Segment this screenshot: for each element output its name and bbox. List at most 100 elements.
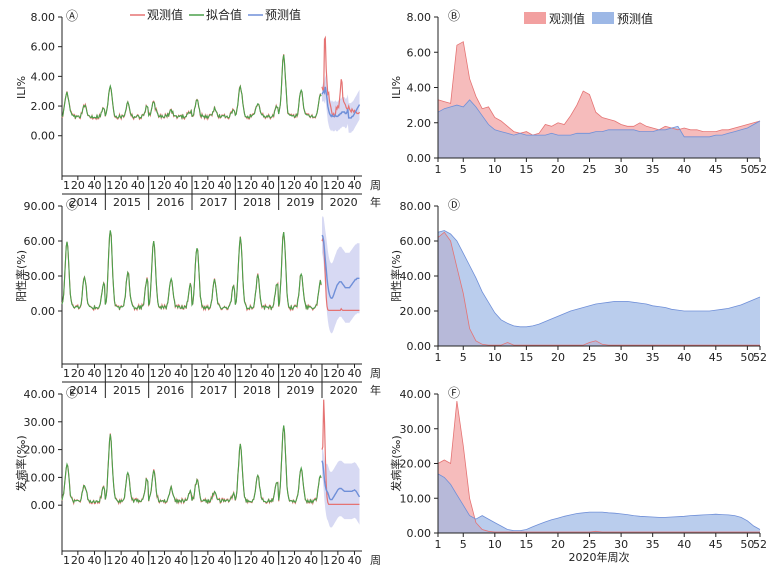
x-tick-label: 20 — [201, 179, 215, 192]
panel-letter: Ⓓ — [448, 198, 460, 212]
y-tick-label: 4.00 — [407, 82, 432, 95]
x-tick-label: 40 — [174, 179, 188, 192]
legend-observed-label: 观测值 — [549, 11, 585, 26]
year-label: 2016 — [156, 196, 184, 209]
x-tick-label: 40 — [174, 554, 188, 565]
x-axis-label: 2020年周次 — [569, 550, 630, 564]
legend-observed-swatch — [524, 12, 546, 24]
x-tick-label: 1 — [435, 538, 442, 551]
x-tick-label: 35 — [646, 163, 660, 176]
x-tick-label: 40 — [677, 163, 691, 176]
x-tick-label: 20 — [288, 367, 302, 380]
x-tick-label: 40 — [348, 179, 362, 192]
x-tick-label: 1 — [150, 554, 157, 565]
series-observed-2020 — [321, 35, 361, 118]
confidence-band — [322, 215, 360, 334]
x-tick-label: 40 — [348, 554, 362, 565]
x-tick-label: 5 — [460, 163, 467, 176]
legend-predicted-swatch — [592, 12, 614, 24]
x-tick-label: 40 — [174, 367, 188, 380]
x-tick-label: 1 — [63, 554, 70, 565]
x-tick-label: 52 — [753, 351, 767, 364]
x-tick-label: 20 — [288, 554, 302, 565]
x-tick-label: 40 — [88, 179, 102, 192]
x-tick-label: 52 — [753, 163, 767, 176]
confidence-band — [322, 446, 360, 528]
y-tick-label: 20.00 — [400, 458, 432, 471]
x-tick-label: 40 — [261, 367, 275, 380]
series-observed-line — [437, 400, 760, 533]
y-tick-label: 4.00 — [31, 70, 56, 83]
x-tick-label: 50 — [740, 163, 754, 176]
x-tick-label: 40 — [131, 179, 145, 192]
x-tick-label: 1 — [435, 351, 442, 364]
y-axis-label: ILI% — [390, 76, 403, 99]
x-tick-label: 20 — [114, 554, 128, 565]
x-tick-label: 10 — [488, 538, 502, 551]
x-tick-label: 25 — [583, 538, 597, 551]
panel-letter: Ⓒ — [66, 198, 78, 212]
x-tick-label: 20 — [331, 367, 345, 380]
series-predicted-line — [437, 230, 761, 328]
x-tick-label: 40 — [88, 554, 102, 565]
legend-area: 观测值 预测值 — [524, 11, 653, 26]
x-tick-label: 20 — [244, 179, 258, 192]
x-tick-label: 1 — [193, 554, 200, 565]
y-axis-label: 发病率(‰) — [14, 435, 28, 491]
legend-predicted-label: 预测值 — [265, 7, 301, 22]
x-tick-label: 20 — [244, 367, 258, 380]
x-tick-label: 10 — [488, 163, 502, 176]
x-tick-label: 20 — [331, 179, 345, 192]
x-tick-label: 40 — [348, 367, 362, 380]
series-predicted-area — [438, 473, 760, 533]
series-predicted-2020 — [321, 234, 360, 299]
x-tick-label: 45 — [709, 163, 723, 176]
panel-letter: Ⓑ — [448, 9, 460, 23]
y-tick-label: 0.00 — [407, 152, 432, 165]
x-tick-label: 1 — [106, 179, 113, 192]
series-predicted-line — [437, 99, 761, 138]
y-tick-label: 0.00 — [31, 130, 56, 143]
year-label: 2019 — [286, 196, 314, 209]
legend-predicted-label: 预测值 — [617, 11, 653, 26]
panel-E: 0.0010.0020.0030.0040.00Ⓔ发病率(‰)120402014… — [14, 386, 381, 565]
y-tick-label: 2.00 — [407, 117, 432, 130]
y-tick-label: 40.00 — [400, 270, 432, 283]
x-tick-label: 40 — [304, 554, 318, 565]
x-tick-label: 1 — [323, 367, 330, 380]
y-tick-label: 0.00 — [407, 527, 432, 540]
x-axis-unit-year: 年 — [370, 195, 381, 209]
x-tick-label: 15 — [519, 538, 533, 551]
x-tick-label: 15 — [519, 351, 533, 364]
y-axis-label: 阳性率(%) — [14, 250, 28, 302]
year-label: 2019 — [286, 384, 314, 397]
x-tick-label: 40 — [88, 367, 102, 380]
x-tick-label: 1 — [236, 554, 243, 565]
series-observed-2020 — [321, 399, 360, 505]
x-tick-label: 25 — [583, 351, 597, 364]
x-tick-label: 45 — [709, 538, 723, 551]
y-tick-label: 10.00 — [400, 492, 432, 505]
y-tick-label: 40.00 — [24, 388, 56, 401]
x-tick-label: 40 — [304, 179, 318, 192]
panel-letter: Ⓐ — [66, 9, 78, 23]
x-tick-label: 20 — [551, 538, 565, 551]
x-axis-unit-week: 周 — [370, 554, 381, 565]
x-tick-label: 40 — [261, 179, 275, 192]
x-tick-label: 1 — [236, 179, 243, 192]
series-observed-line — [437, 41, 761, 136]
y-tick-label: 60.00 — [24, 235, 56, 248]
legend-timeseries: 观测值 拟合值 预测值 — [130, 7, 301, 22]
year-label: 2017 — [200, 196, 228, 209]
x-tick-label: 20 — [158, 367, 172, 380]
x-tick-label: 1 — [323, 179, 330, 192]
y-tick-label: 6.00 — [407, 46, 432, 59]
y-tick-label: 10.00 — [24, 471, 56, 484]
panel-letter: Ⓔ — [66, 386, 78, 400]
year-label: 2018 — [243, 196, 271, 209]
x-tick-label: 30 — [614, 538, 628, 551]
y-tick-label: 20.00 — [24, 444, 56, 457]
x-tick-label: 45 — [709, 351, 723, 364]
